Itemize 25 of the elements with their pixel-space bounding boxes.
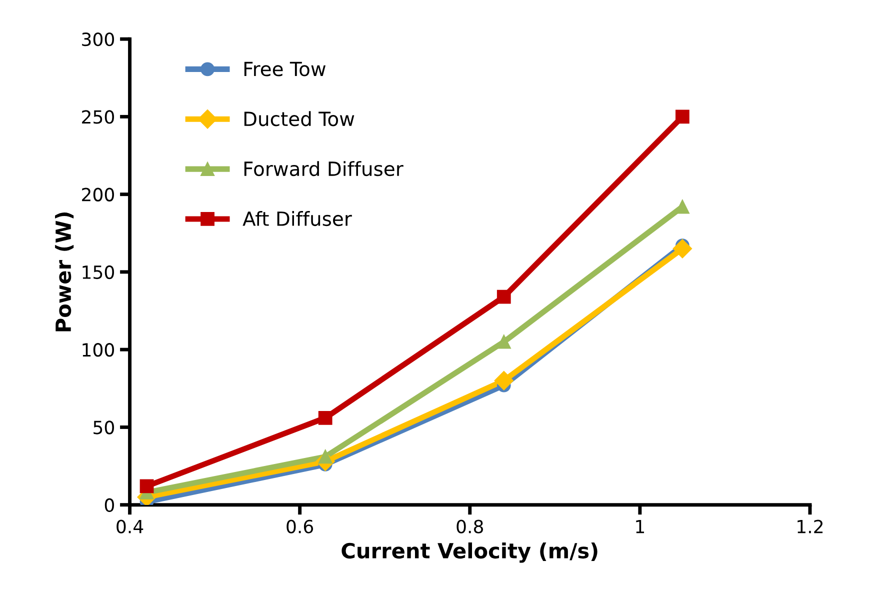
y-tick-label: 250	[82, 110, 114, 124]
point	[496, 290, 511, 304]
y-tick-label: 50	[94, 420, 114, 434]
legend-label: Ducted Tow	[244, 111, 354, 126]
point	[494, 371, 514, 390]
y-axis-title: Power (W)	[55, 212, 74, 332]
y-tick-label: 300	[82, 32, 114, 46]
point	[140, 479, 154, 494]
x-tick-label: 1	[636, 520, 644, 534]
point	[675, 110, 690, 124]
point	[318, 410, 332, 425]
y-tick-label: 100	[82, 343, 114, 357]
x-tick-label: 1.2	[798, 520, 823, 534]
legend-label: Aft Diffuser	[242, 211, 352, 226]
x-tick-label: 0.8	[456, 520, 483, 534]
point	[672, 239, 692, 258]
legend-label: Forward Diffuser	[244, 161, 404, 176]
point	[496, 334, 511, 349]
y-tick-label: 0	[104, 498, 114, 512]
x-tick-label: 0.4	[116, 520, 144, 534]
y-tick-label: 150	[82, 265, 114, 280]
x-tick-label: 0.6	[286, 520, 314, 534]
legend-label: Free Tow	[244, 62, 326, 76]
y-tick-label: 200	[82, 188, 114, 202]
x-axis-title: Current Velocity (m/s)	[342, 542, 598, 563]
